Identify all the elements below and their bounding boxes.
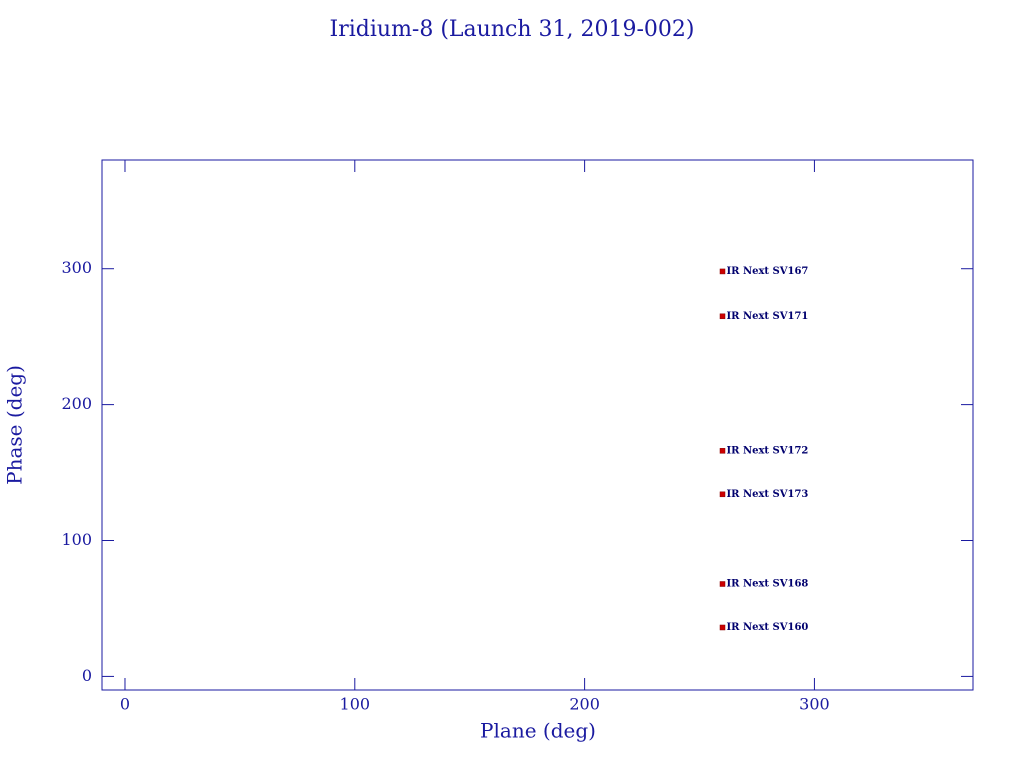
point — [719, 581, 726, 587]
x-tick-label: 200 — [569, 695, 600, 714]
y-tick-label: 300 — [61, 258, 92, 277]
point — [719, 491, 726, 498]
y-tick-label: 100 — [61, 530, 92, 549]
x-tick-label: 0 — [120, 695, 130, 714]
point-label: IR Next SV172 — [727, 445, 809, 456]
point — [719, 624, 726, 631]
y-tick-label: 200 — [61, 394, 92, 413]
y-axis-label: Phase (deg) — [3, 365, 27, 485]
y-tick-label: 0 — [82, 666, 92, 685]
point-label: IR Next SV173 — [727, 489, 809, 500]
point-label: IR Next SV160 — [727, 622, 809, 633]
point — [719, 268, 726, 275]
point-label: IR Next SV167 — [727, 266, 809, 277]
point — [719, 448, 726, 454]
chart-title: Iridium-8 (Launch 31, 2019-002) — [330, 17, 695, 42]
point-label: IR Next SV171 — [727, 311, 809, 322]
plot-frame — [101, 159, 974, 691]
point-label: IR Next SV168 — [727, 579, 809, 590]
x-tick-label: 100 — [340, 695, 371, 714]
x-axis-label: Plane (deg) — [480, 719, 596, 743]
point — [719, 313, 726, 320]
x-tick-label: 300 — [799, 695, 830, 714]
